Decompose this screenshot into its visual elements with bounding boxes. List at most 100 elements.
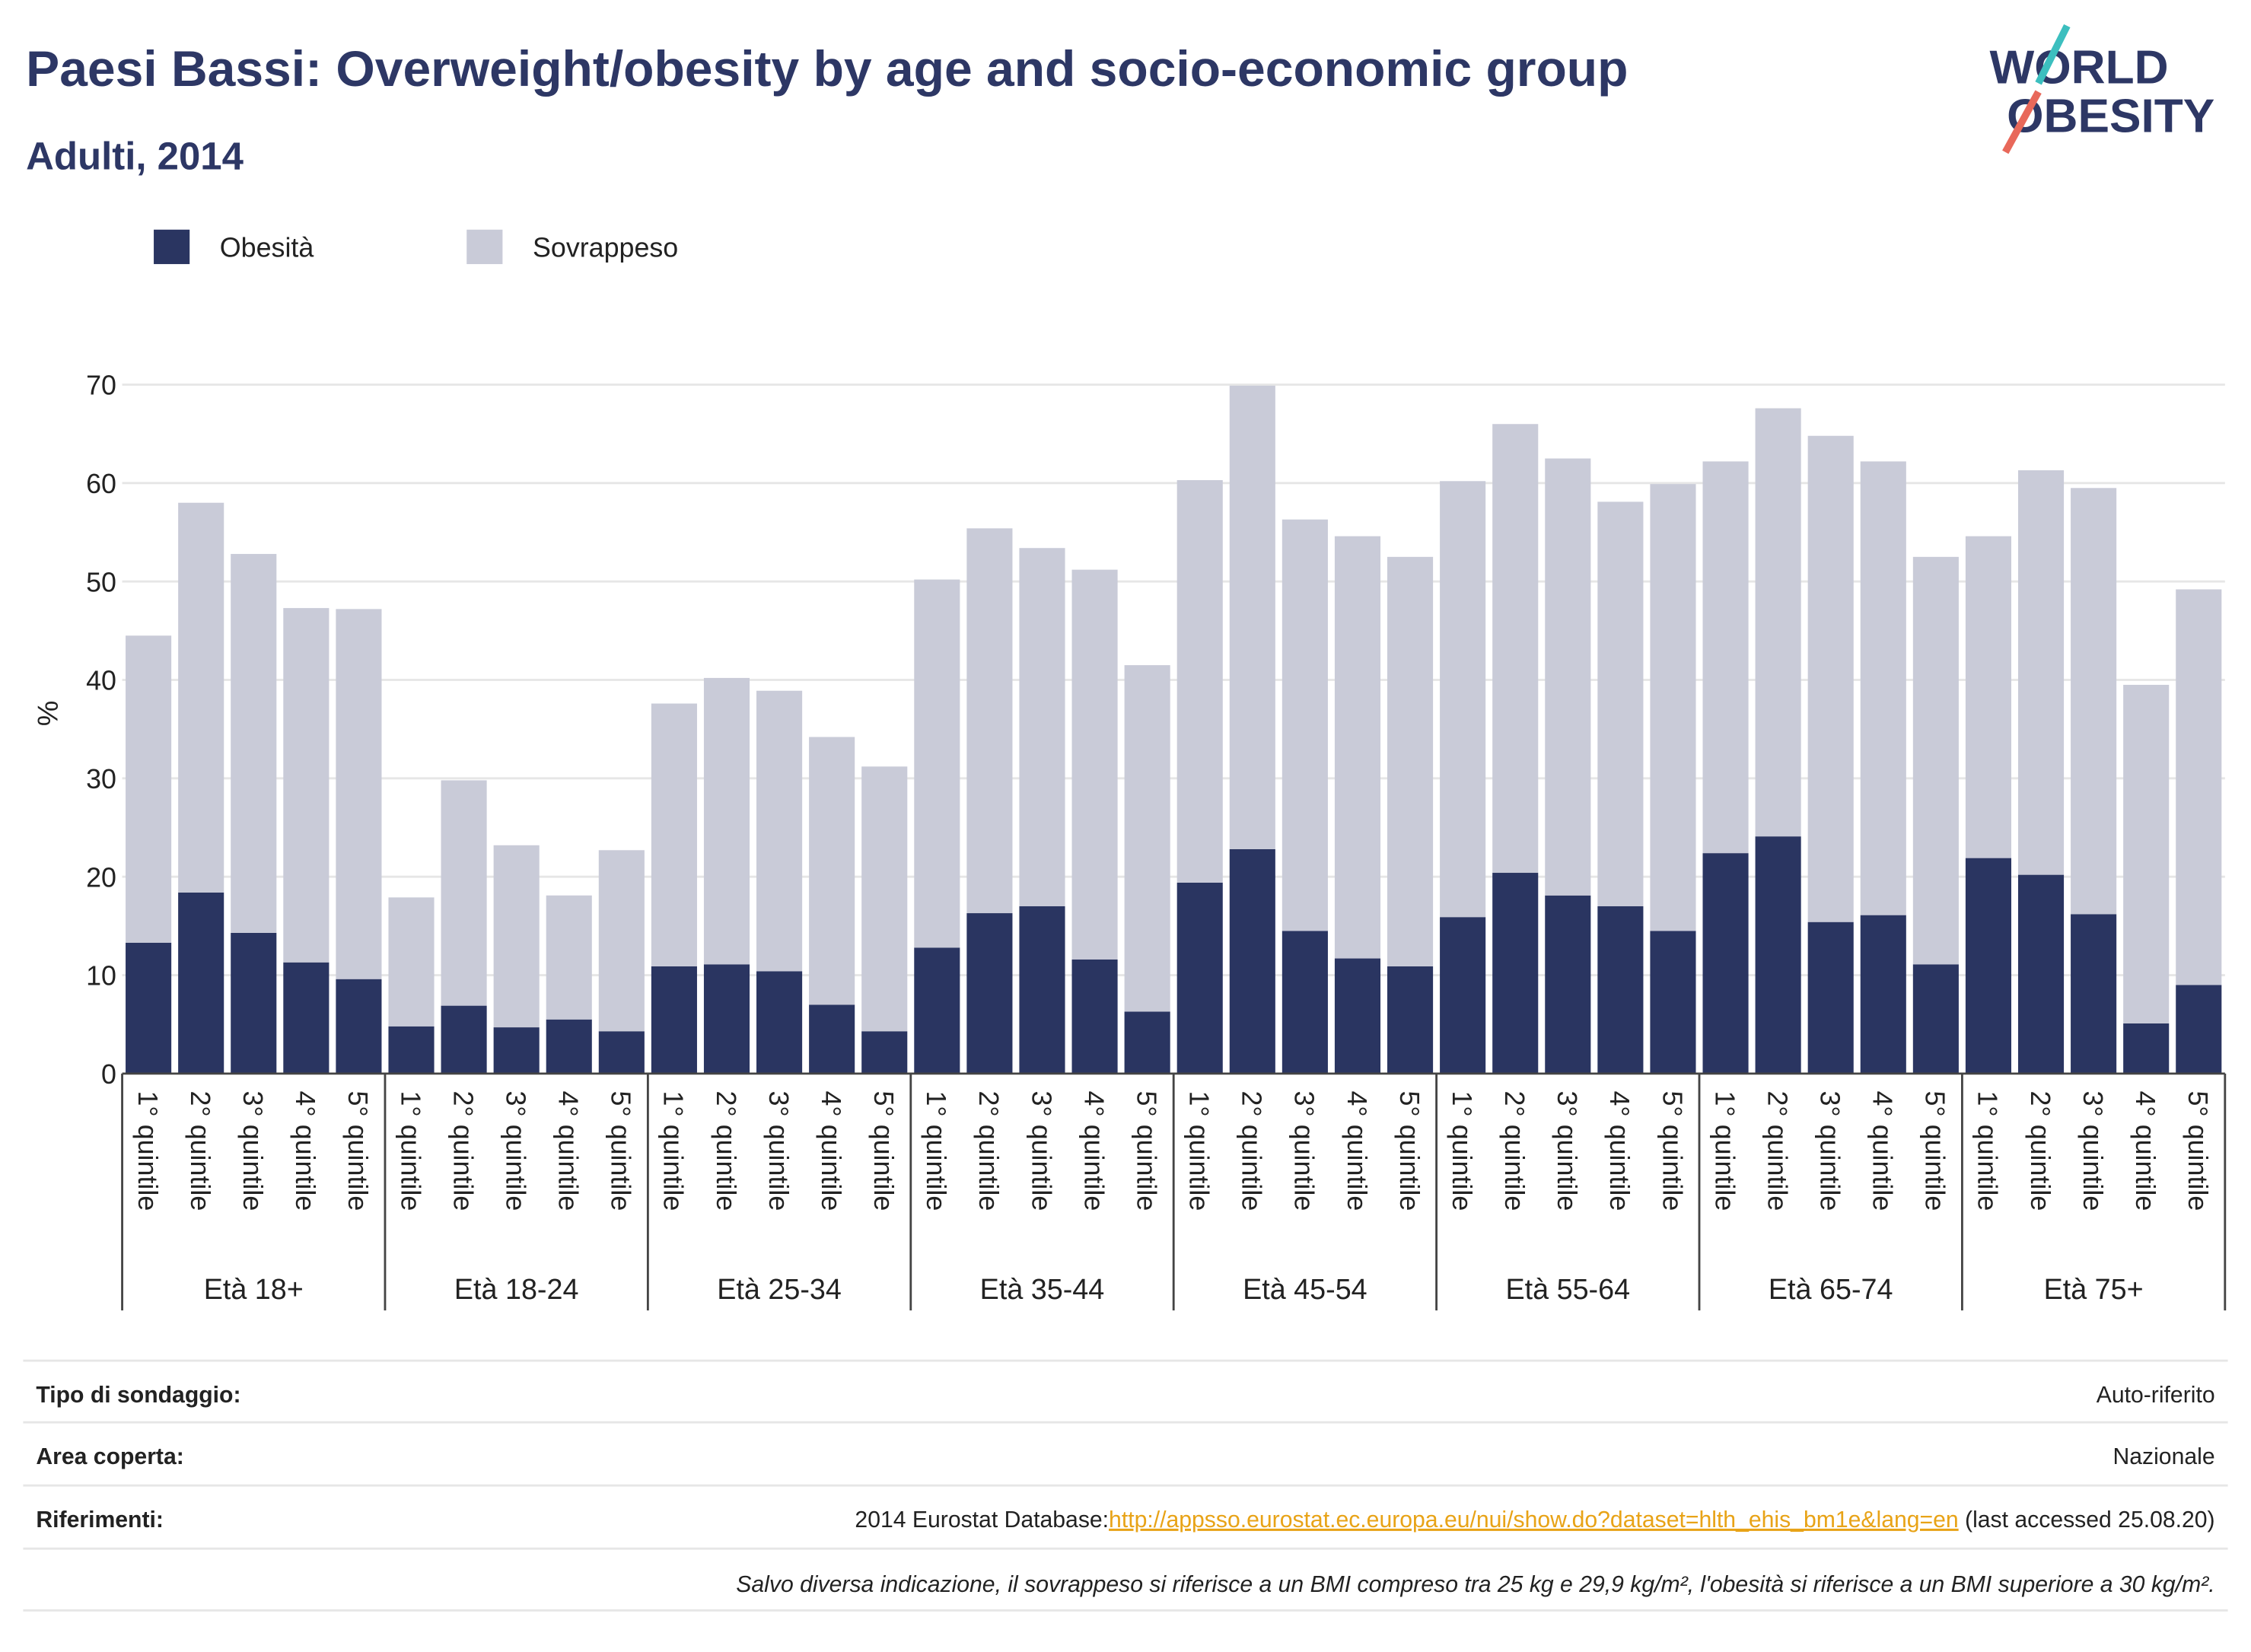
bar-segment (1912, 964, 1959, 1074)
bar-segment (1545, 895, 1591, 1074)
bar-segment (703, 677, 750, 965)
x-tick-label: 2° quintile (1762, 1091, 1792, 1211)
bar-segment (178, 502, 224, 893)
bar-segment (1071, 569, 1118, 960)
chart-subtitle: Adulti, 2014 (26, 135, 244, 178)
bar-segment (178, 892, 224, 1074)
x-tick-label: 3° quintile (1552, 1091, 1582, 1211)
y-tick-label: 70 (86, 371, 116, 401)
bar-segment (1807, 435, 1854, 922)
x-tick-label: 2° quintile (185, 1091, 215, 1211)
x-tick-label: 1° quintile (658, 1091, 689, 1211)
x-tick-label: 4° quintile (553, 1091, 584, 1211)
bar-segment (388, 1026, 435, 1074)
x-tick-label: 4° quintile (1867, 1091, 1898, 1211)
x-tick-label: 5° quintile (1394, 1091, 1425, 1211)
y-tick-label: 10 (86, 961, 116, 992)
bar-segment (1176, 882, 1223, 1074)
footer-label: Riferimenti: (36, 1507, 164, 1533)
bar-segment (1755, 408, 1801, 837)
x-tick-label: 3° quintile (763, 1091, 794, 1211)
bar-segment (861, 1031, 908, 1074)
footer-note: Salvo diversa indicazione, il sovrappeso… (736, 1572, 2214, 1597)
x-tick-label: 1° quintile (921, 1091, 951, 1211)
x-tick-label: 1° quintile (1709, 1091, 1740, 1211)
x-tick-label: 1° quintile (1447, 1091, 1477, 1211)
bar-segment (1912, 556, 1959, 965)
bar-segment (914, 947, 960, 1074)
legend-label: Obesità (220, 233, 314, 263)
bar-segment (493, 845, 540, 1028)
logo-stroke (2035, 24, 2071, 85)
bar-segment (1282, 519, 1328, 931)
x-tick-label: 5° quintile (1657, 1091, 1687, 1211)
bar-segment (651, 703, 697, 966)
group-label: Età 45-54 (1243, 1273, 1367, 1305)
x-tick-label: 1° quintile (132, 1091, 163, 1211)
x-tick-label: 4° quintile (1342, 1091, 1372, 1211)
bar-segment (336, 979, 382, 1074)
x-tick-label: 5° quintile (1920, 1091, 1950, 1211)
bar-segment (2123, 1023, 2170, 1074)
logo-stroke (2002, 90, 2042, 154)
bar-segment (1440, 917, 1486, 1074)
x-tick-label: 5° quintile (868, 1091, 899, 1211)
footer-suffix: (last accessed 25.08.20) (1959, 1507, 2215, 1533)
x-tick-label: 5° quintile (342, 1091, 373, 1211)
y-tick-label: 0 (101, 1059, 116, 1090)
group-label: Età 75+ (2044, 1273, 2144, 1305)
bar-segment (1545, 458, 1591, 896)
bar-segment (809, 1004, 855, 1074)
bar-segment (1755, 836, 1801, 1074)
group-label: Età 65-74 (1769, 1273, 1893, 1305)
bar-segment (1282, 931, 1328, 1074)
footer-label: Tipo di sondaggio: (36, 1383, 240, 1408)
x-tick-label: 4° quintile (816, 1091, 846, 1211)
bar-segment (1492, 424, 1539, 874)
group-label: Età 55-64 (1506, 1273, 1631, 1305)
x-tick-label: 3° quintile (500, 1091, 530, 1211)
bar-segment (126, 635, 172, 943)
footer-value: Auto-riferito (2097, 1383, 2215, 1408)
x-tick-label: 2° quintile (973, 1091, 1004, 1211)
bar-segment (1702, 461, 1749, 854)
y-tick-label: 40 (86, 666, 116, 696)
footer-value-text: 2014 Eurostat Database: (855, 1507, 1109, 1533)
bar-segment (1860, 461, 1906, 915)
bar-segment (2176, 985, 2222, 1074)
x-tick-label: 3° quintile (237, 1091, 268, 1211)
x-tick-label: 2° quintile (711, 1091, 741, 1211)
bar-segment (2176, 589, 2222, 985)
bar-segment (1229, 848, 1275, 1074)
group-label: Età 18+ (204, 1273, 304, 1305)
legend-label: Sovrappeso (533, 233, 678, 263)
bar-segment (1124, 1011, 1170, 1074)
bar-segment (1387, 556, 1434, 966)
x-tick-label: 2° quintile (1499, 1091, 1530, 1211)
bar-segment (231, 932, 277, 1074)
bar-segment (1440, 481, 1486, 918)
x-tick-label: 2° quintile (2025, 1091, 2055, 1211)
bar-segment (1176, 479, 1223, 883)
bar-segment (2017, 470, 2065, 875)
footer-value-text: Auto-riferito (2097, 1383, 2215, 1408)
chart-title: Paesi Bassi: Overweight/obesity by age a… (26, 40, 1628, 97)
bar-segment (283, 608, 330, 963)
x-tick-label: 3° quintile (2077, 1091, 2108, 1211)
footer-value: 2014 Eurostat Database:http://appsso.eur… (855, 1507, 2214, 1533)
y-axis-label: % (32, 701, 64, 727)
x-tick-label: 5° quintile (1131, 1091, 1161, 1211)
y-tick-label: 20 (86, 862, 116, 893)
x-tick-label: 3° quintile (1289, 1091, 1320, 1211)
bar-segment (1492, 873, 1539, 1074)
logo-text: OBESITY (2007, 91, 2214, 143)
bar-segment (1387, 966, 1434, 1074)
footer-link[interactable]: http://appsso.eurostat.ec.europa.eu/nui/… (1109, 1507, 1959, 1533)
bar-segment (388, 897, 435, 1027)
bar-segment (546, 895, 592, 1020)
x-tick-label: 4° quintile (2130, 1091, 2160, 1211)
bar-segment (1019, 548, 1065, 906)
bar-segment (651, 966, 697, 1074)
y-tick-label: 50 (86, 567, 116, 597)
